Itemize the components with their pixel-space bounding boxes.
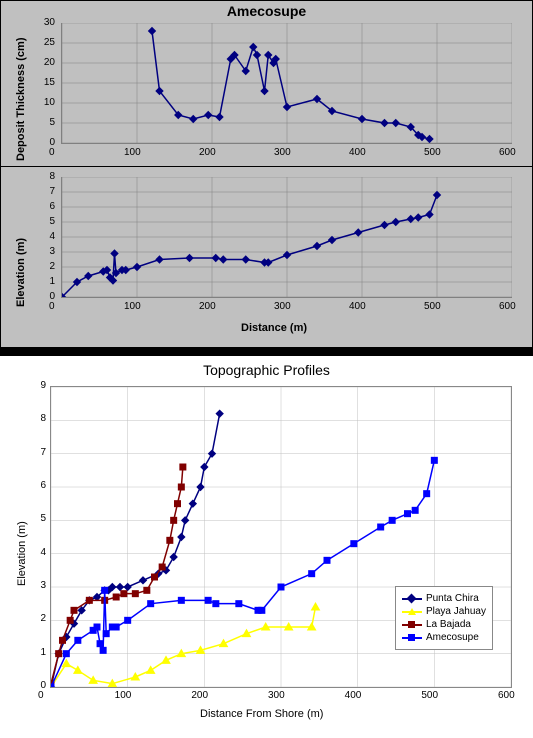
bottom-x-label: Distance From Shore (m) — [200, 708, 323, 720]
x-tick: 200 — [199, 147, 216, 158]
y-tick: 20 — [25, 57, 55, 68]
y-tick: 7 — [16, 447, 46, 458]
y-tick: 6 — [25, 201, 55, 212]
legend-item: La Bajada — [402, 619, 486, 630]
y-tick: 15 — [25, 77, 55, 88]
chart-elevation: Elevation (m) 01234567801002003004005006… — [0, 167, 533, 348]
x-tick: 500 — [421, 690, 438, 701]
y-tick: 6 — [16, 480, 46, 491]
y-tick: 1 — [16, 647, 46, 658]
x-tick: 500 — [424, 147, 441, 158]
x-tick: 400 — [349, 301, 366, 312]
y-tick: 2 — [25, 261, 55, 272]
plot-area-2 — [61, 177, 512, 298]
x-tick: 0 — [49, 301, 55, 312]
y-tick: 30 — [25, 17, 55, 28]
x-tick: 0 — [38, 690, 44, 701]
y-tick: 3 — [25, 246, 55, 257]
amecosupe-panel: Amecosupe Deposit Thickness (cm) 0510152… — [0, 0, 533, 348]
x-tick: 0 — [49, 147, 55, 158]
chart-deposit-thickness: Amecosupe Deposit Thickness (cm) 0510152… — [0, 0, 533, 167]
y-tick: 4 — [16, 547, 46, 558]
legend: Punta Chira Playa Jahuay La Bajada Amecosup… — [395, 586, 493, 650]
x-tick: 600 — [499, 301, 516, 312]
y-tick: 25 — [25, 37, 55, 48]
y-tick: 5 — [25, 216, 55, 227]
x-tick: 300 — [268, 690, 285, 701]
x-axis-label-2: Distance (m) — [241, 322, 307, 334]
y-tick: 8 — [16, 413, 46, 424]
legend-label: Amecosupe — [426, 632, 479, 643]
black-divider — [0, 348, 533, 356]
x-tick: 100 — [124, 147, 141, 158]
y-tick: 7 — [25, 186, 55, 197]
y-tick: 10 — [25, 97, 55, 108]
plot-area-1 — [61, 23, 512, 144]
legend-item: Amecosupe — [402, 632, 486, 643]
legend-label: La Bajada — [426, 619, 471, 630]
x-tick: 400 — [345, 690, 362, 701]
legend-label: Playa Jahuay — [426, 606, 486, 617]
x-tick: 100 — [124, 301, 141, 312]
x-tick: 600 — [498, 690, 515, 701]
y-tick: 8 — [25, 171, 55, 182]
y-tick: 1 — [25, 276, 55, 287]
chart1-svg — [62, 23, 512, 143]
chart2-svg — [62, 177, 512, 297]
x-tick: 400 — [349, 147, 366, 158]
legend-item: Punta Chira — [402, 593, 486, 604]
y-tick: 2 — [16, 613, 46, 624]
x-tick: 600 — [499, 147, 516, 158]
y-tick: 5 — [25, 117, 55, 128]
legend-label: Punta Chira — [426, 593, 479, 604]
x-tick: 200 — [191, 690, 208, 701]
chart-title: Amecosupe — [1, 3, 532, 19]
x-tick: 300 — [274, 147, 291, 158]
legend-item: Playa Jahuay — [402, 606, 486, 617]
topographic-profiles-panel: Topographic Profiles Elevation (m) 01234… — [0, 356, 533, 736]
y-tick: 4 — [25, 231, 55, 242]
bottom-title: Topographic Profiles — [0, 362, 533, 378]
x-tick: 100 — [115, 690, 132, 701]
y-tick: 9 — [16, 380, 46, 391]
y-tick: 3 — [16, 580, 46, 591]
x-tick: 500 — [424, 301, 441, 312]
y-tick: 5 — [16, 513, 46, 524]
x-tick: 200 — [199, 301, 216, 312]
x-tick: 300 — [274, 301, 291, 312]
